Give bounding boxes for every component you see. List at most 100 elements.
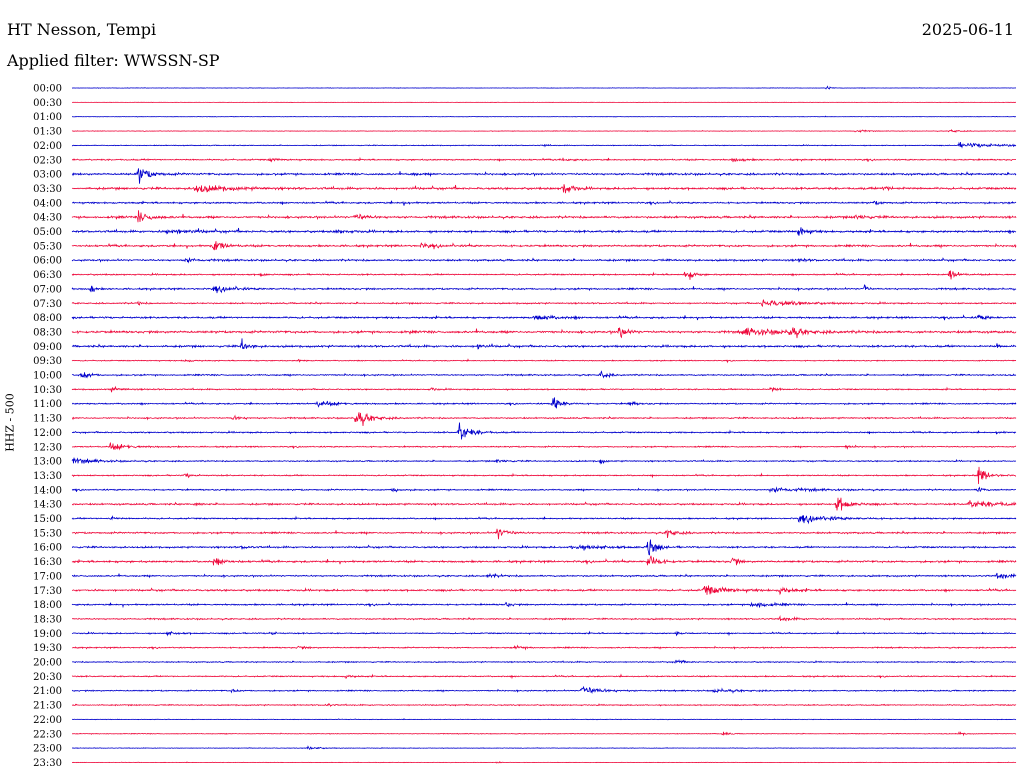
trace-line	[71, 129, 1017, 133]
row-label: 21:30	[33, 701, 62, 712]
row-label: 02:00	[33, 141, 62, 152]
row-label: 00:30	[33, 98, 62, 109]
trace-line	[71, 630, 1017, 637]
trace-line	[71, 256, 1017, 264]
row-label: 17:30	[33, 586, 62, 597]
trace-line	[71, 457, 1017, 465]
row-label: 10:00	[33, 371, 62, 382]
row-label: 08:30	[33, 327, 62, 338]
trace-line	[71, 338, 1017, 350]
row-label: 06:30	[33, 270, 62, 281]
trace-line	[71, 412, 1017, 427]
row-label: 23:00	[33, 744, 62, 755]
row-label: 20:30	[33, 672, 62, 683]
row-label: 07:00	[33, 284, 62, 295]
row-label: 07:30	[33, 299, 62, 310]
trace-line	[71, 227, 1017, 236]
trace-line	[71, 644, 1017, 651]
row-label: 04:00	[33, 198, 62, 209]
trace-line	[71, 673, 1017, 680]
trace-line	[71, 601, 1017, 609]
row-label: 20:00	[33, 658, 62, 669]
trace-line	[71, 515, 1017, 525]
row-label: 05:00	[33, 227, 62, 238]
trace-line	[71, 539, 1017, 556]
row-label: 08:00	[33, 313, 62, 324]
row-label: 23:30	[33, 758, 62, 769]
row-label: 15:00	[33, 514, 62, 525]
date-label: 2025-06-11	[921, 20, 1014, 39]
row-label: 04:30	[33, 213, 62, 224]
row-label: 13:00	[33, 457, 62, 468]
filter-label: Applied filter: WWSSN-SP	[7, 51, 220, 70]
row-label: 22:00	[33, 715, 62, 726]
row-label: 14:00	[33, 485, 62, 496]
row-label: 09:00	[33, 342, 62, 353]
trace-line	[71, 327, 1017, 339]
row-label: 11:00	[33, 399, 62, 410]
row-label: 18:00	[33, 600, 62, 611]
row-label: 14:30	[33, 500, 62, 511]
trace-line	[71, 270, 1017, 280]
row-label: 19:30	[33, 643, 62, 654]
trace-line	[71, 528, 1017, 540]
row-label: 18:30	[33, 614, 62, 625]
row-label: 15:30	[33, 528, 62, 539]
row-label: 13:30	[33, 471, 62, 482]
trace-line	[71, 615, 1017, 622]
trace-line	[71, 422, 1017, 440]
trace-line	[71, 717, 1017, 721]
row-label: 17:00	[33, 571, 62, 582]
row-label: 22:30	[33, 729, 62, 740]
row-label: 19:00	[33, 629, 62, 640]
trace-line	[71, 685, 1017, 695]
trace-line	[71, 141, 1017, 149]
trace-line	[71, 241, 1017, 251]
row-label: 01:00	[33, 112, 62, 123]
row-label: 21:00	[33, 686, 62, 697]
row-label: 16:30	[33, 557, 62, 568]
row-labels: 00:00 00:30 01:00 01:30 02:00 02:30 03:00 03:30…	[33, 84, 62, 769]
trace-line	[71, 299, 1017, 308]
trace-line	[71, 184, 1017, 194]
row-label: 16:00	[33, 543, 62, 554]
trace-line	[71, 555, 1017, 566]
row-label: 11:30	[33, 414, 62, 425]
trace-line	[71, 486, 1017, 494]
trace-line	[71, 659, 1017, 664]
row-label: 02:30	[33, 155, 62, 166]
trace-line	[71, 731, 1017, 737]
trace-line	[71, 370, 1017, 379]
trace-line	[71, 761, 1017, 764]
row-label: 09:30	[33, 356, 62, 367]
trace-line	[71, 385, 1017, 393]
trace-line	[71, 168, 1017, 184]
trace-line	[71, 703, 1017, 707]
row-label: 12:00	[33, 428, 62, 439]
trace-line	[71, 397, 1017, 409]
trace-line	[71, 199, 1017, 206]
trace-line	[71, 745, 1017, 750]
seismic-traces	[71, 85, 1017, 764]
trace-line	[71, 572, 1017, 580]
trace-line	[71, 585, 1017, 596]
row-label: 00:00	[33, 84, 62, 95]
trace-line	[71, 115, 1017, 118]
trace-line	[71, 156, 1017, 163]
row-label: 12:30	[33, 442, 62, 453]
row-label: 05:30	[33, 241, 62, 252]
trace-line	[71, 210, 1017, 223]
trace-line	[71, 358, 1017, 364]
trace-line	[71, 85, 1017, 90]
row-label: 03:30	[33, 184, 62, 195]
trace-line	[71, 497, 1017, 511]
trace-line	[71, 466, 1017, 485]
row-label: 10:30	[33, 385, 62, 396]
row-label: 03:00	[33, 170, 62, 181]
trace-line	[71, 284, 1017, 294]
row-label: 01:30	[33, 127, 62, 138]
trace-line	[71, 441, 1017, 451]
row-label: 06:00	[33, 256, 62, 267]
station-title: HT Nesson, Tempi	[7, 20, 157, 39]
